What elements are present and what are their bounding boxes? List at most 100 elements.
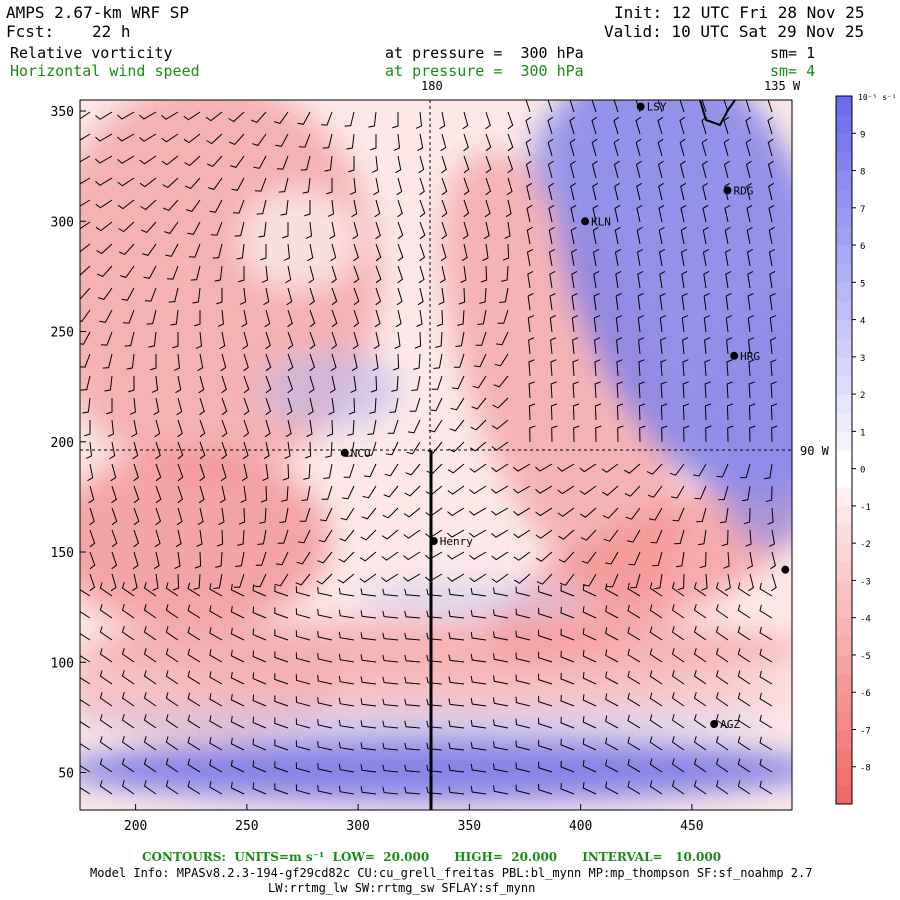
wind-barb <box>221 441 228 460</box>
wind-barb <box>274 651 289 663</box>
wind-barb <box>513 485 531 494</box>
colorbar-segment <box>836 487 852 507</box>
wind-barb <box>230 759 245 773</box>
wind-barb <box>351 199 358 218</box>
colorbar-segment <box>836 319 852 339</box>
wind-barb <box>538 607 553 619</box>
wind-barb <box>396 177 403 196</box>
wind-barb <box>331 309 338 328</box>
wind-barb <box>323 463 333 479</box>
wind-barb <box>252 782 267 795</box>
wind-barb <box>364 463 377 478</box>
wind-barb <box>638 403 646 421</box>
wind-barb <box>441 177 448 196</box>
wind-barb <box>193 573 201 590</box>
wind-barb <box>715 582 729 597</box>
wind-barb <box>161 155 179 166</box>
wind-barb <box>252 606 267 619</box>
wind-barb <box>477 309 487 325</box>
wind-barb <box>547 138 554 157</box>
wind-barb <box>382 507 399 519</box>
wind-barb <box>89 551 96 570</box>
wind-barb <box>110 463 117 482</box>
wind-barb <box>431 375 443 390</box>
wind-barb <box>80 243 91 253</box>
wind-barb <box>702 204 709 223</box>
wind-barb <box>219 485 226 504</box>
y-tick-label: 250 <box>51 326 74 341</box>
wind-barb <box>280 199 289 216</box>
wind-barb <box>80 692 91 707</box>
wind-barb <box>367 419 377 435</box>
model-title: AMPS 2.67-km WRF SP <box>6 3 190 22</box>
wind-barb <box>126 353 135 370</box>
wind-barb <box>513 529 531 539</box>
wind-barb <box>87 463 94 482</box>
wind-barb <box>551 425 558 443</box>
colorbar-segment <box>836 673 852 693</box>
wind-barb <box>121 692 135 707</box>
wind-barb <box>243 419 250 438</box>
wind-barb <box>571 270 578 289</box>
wind-barb <box>616 381 623 399</box>
wind-barb <box>154 419 161 438</box>
wind-barb <box>210 221 223 236</box>
wind-barb <box>725 315 733 333</box>
wind-barb <box>99 309 113 323</box>
wind-barb <box>513 551 531 561</box>
wind-barb <box>594 337 601 355</box>
wind-barb <box>749 425 756 443</box>
wind-barb <box>308 375 315 394</box>
station-label: AGZ <box>720 718 740 731</box>
wind-barb <box>582 694 597 707</box>
wind-barb <box>550 337 557 355</box>
wind-barb <box>769 293 776 311</box>
wind-barb <box>353 243 359 262</box>
wind-barb <box>491 507 509 516</box>
wind-barb <box>549 293 556 311</box>
wind-barb <box>748 573 754 592</box>
wind-barb <box>155 485 162 504</box>
colorbar-segment <box>836 394 852 414</box>
wind-barb <box>529 425 536 443</box>
wind-barb <box>287 309 293 328</box>
wind-barb <box>374 309 381 328</box>
colorbar-segment <box>836 282 852 302</box>
wind-barb <box>382 588 399 597</box>
wind-barb <box>649 692 663 707</box>
wind-barb <box>680 204 687 223</box>
wind-barb <box>337 573 355 584</box>
wind-barb <box>570 204 577 223</box>
wind-barb <box>485 111 491 130</box>
wind-barb <box>143 626 157 641</box>
wind-barb <box>255 551 267 566</box>
wind-barb <box>493 697 509 707</box>
wind-barb <box>162 177 179 189</box>
wind-barb <box>97 265 113 278</box>
wind-barb <box>569 116 576 135</box>
wind-barb <box>614 182 621 201</box>
wind-barb <box>767 507 774 525</box>
wind-barb <box>699 551 707 569</box>
wind-barb <box>128 376 135 393</box>
field1-name: Relative vorticity <box>10 44 173 62</box>
wind-barb <box>657 160 664 179</box>
wind-barb <box>604 551 619 565</box>
wind-barb <box>525 138 532 157</box>
wind-barb <box>121 736 135 751</box>
wind-barb <box>535 463 553 472</box>
wind-barb <box>373 177 380 196</box>
wind-barb <box>345 441 355 457</box>
wind-barb <box>493 587 509 597</box>
colorbar-segment <box>836 561 852 581</box>
wind-barb <box>252 694 267 707</box>
wind-barb <box>371 155 379 173</box>
wind-barb <box>448 764 465 773</box>
wind-barb <box>404 720 421 729</box>
wind-barb <box>737 714 751 729</box>
wind-barb <box>759 626 773 641</box>
wind-barb <box>95 155 113 164</box>
wind-barb <box>403 529 421 539</box>
wind-barb <box>346 133 355 150</box>
wind-barb <box>549 270 556 289</box>
